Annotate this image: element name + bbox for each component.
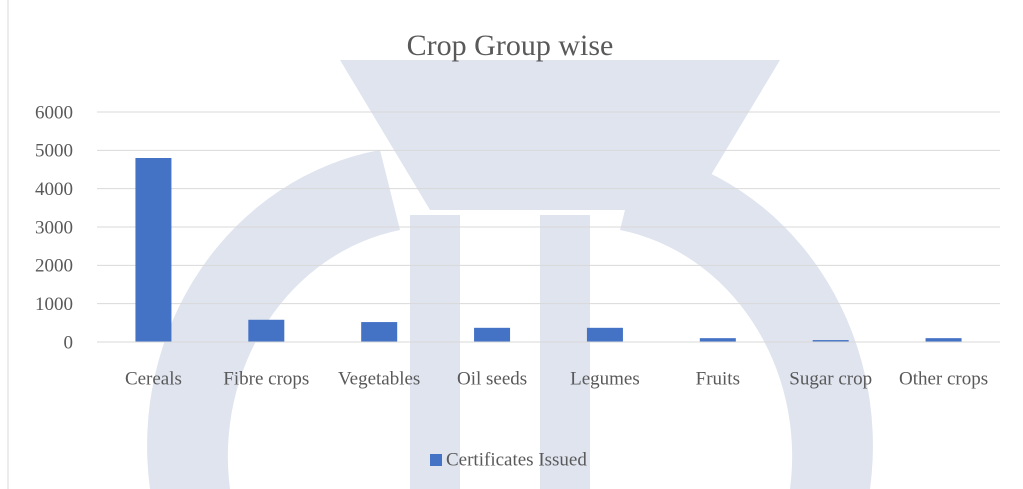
bar (135, 158, 172, 342)
y-tick-label: 2000 (35, 256, 73, 277)
y-tick-label: 6000 (35, 102, 73, 123)
bar (361, 322, 398, 342)
x-tick-label: Oil seeds (457, 368, 527, 389)
x-tick-label: Vegetables (338, 368, 420, 389)
bar (586, 327, 623, 342)
x-tick-label: Fruits (696, 368, 740, 389)
x-tick-label: Cereals (125, 368, 182, 389)
watermark (147, 60, 873, 489)
bar (925, 338, 962, 342)
legend-swatch (430, 454, 442, 466)
legend-label: Certificates Issued (446, 449, 587, 470)
y-tick-label: 4000 (35, 179, 73, 200)
bar (474, 327, 511, 342)
x-tick-label: Legumes (570, 368, 640, 389)
bar (248, 319, 285, 342)
chart-title: Crop Group wise (407, 29, 614, 62)
bar (699, 338, 736, 342)
bar (812, 340, 849, 342)
x-tick-label: Sugar crop (789, 368, 872, 389)
y-tick-label: 3000 (35, 217, 73, 238)
y-tick-label: 0 (64, 332, 74, 353)
x-tick-label: Other crops (899, 368, 988, 389)
x-tick-label: Fibre crops (223, 368, 309, 389)
y-tick-label: 1000 (35, 294, 73, 315)
y-tick-label: 5000 (35, 141, 73, 162)
